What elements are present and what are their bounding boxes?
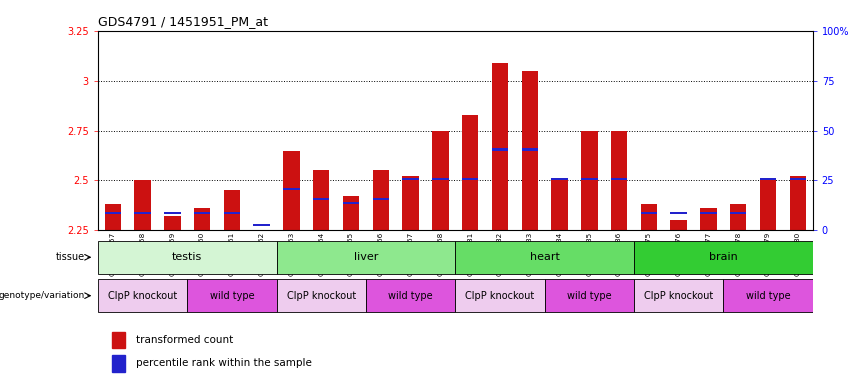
Text: ClpP knockout: ClpP knockout	[644, 291, 713, 301]
Bar	[455, 279, 545, 312]
Text: tissue: tissue	[56, 252, 85, 262]
Text: wild type: wild type	[567, 291, 612, 301]
Text: transformed count: transformed count	[136, 335, 233, 346]
Bar	[187, 279, 277, 312]
Bar	[313, 170, 329, 230]
Bar	[545, 279, 634, 312]
Bar	[283, 151, 300, 230]
Bar	[277, 279, 366, 312]
Text: wild type: wild type	[388, 291, 433, 301]
Bar	[671, 220, 687, 230]
Bar	[634, 279, 723, 312]
Bar	[522, 71, 538, 230]
Text: wild type: wild type	[209, 291, 254, 301]
Bar	[98, 279, 187, 312]
Bar	[366, 279, 455, 312]
Bar	[112, 356, 125, 372]
Bar	[760, 180, 776, 230]
Bar	[98, 241, 277, 274]
Bar	[462, 114, 478, 230]
Text: ClpP knockout: ClpP knockout	[287, 291, 356, 301]
Bar	[277, 241, 455, 274]
Bar	[194, 212, 210, 214]
Bar	[403, 177, 419, 230]
Bar	[551, 178, 568, 180]
Bar	[790, 177, 806, 230]
Bar	[551, 179, 568, 230]
Bar	[634, 241, 813, 274]
Bar	[224, 212, 240, 214]
Bar	[343, 202, 359, 204]
Bar	[254, 224, 270, 227]
Text: brain: brain	[709, 252, 738, 262]
Bar	[641, 204, 657, 230]
Bar	[283, 188, 300, 190]
Bar	[723, 279, 813, 312]
Bar	[313, 198, 329, 200]
Bar	[373, 170, 389, 230]
Bar	[760, 178, 776, 180]
Bar	[432, 178, 448, 180]
Text: GDS4791 / 1451951_PM_at: GDS4791 / 1451951_PM_at	[98, 15, 268, 28]
Bar	[492, 148, 508, 151]
Bar	[432, 131, 448, 230]
Text: genotype/variation: genotype/variation	[0, 291, 85, 300]
Bar	[224, 190, 240, 230]
Bar	[373, 198, 389, 200]
Bar	[700, 212, 717, 214]
Bar	[790, 178, 806, 180]
Bar	[194, 209, 210, 230]
Bar	[403, 178, 419, 180]
Bar	[455, 241, 634, 274]
Bar	[105, 212, 121, 214]
Bar	[343, 197, 359, 230]
Bar	[134, 180, 151, 230]
Bar	[105, 204, 121, 230]
Text: ClpP knockout: ClpP knockout	[465, 291, 534, 301]
Bar	[164, 217, 180, 230]
Bar	[522, 148, 538, 151]
Text: wild type: wild type	[745, 291, 791, 301]
Text: percentile rank within the sample: percentile rank within the sample	[136, 358, 311, 369]
Text: ClpP knockout: ClpP knockout	[108, 291, 177, 301]
Bar	[671, 212, 687, 214]
Bar	[611, 178, 627, 180]
Bar	[492, 63, 508, 230]
Bar	[611, 131, 627, 230]
Bar	[730, 204, 746, 230]
Bar	[700, 209, 717, 230]
Bar	[164, 212, 180, 214]
Bar	[462, 178, 478, 180]
Text: liver: liver	[354, 252, 378, 262]
Bar	[581, 178, 597, 180]
Bar	[581, 131, 597, 230]
Bar	[730, 212, 746, 214]
Bar	[112, 333, 125, 349]
Text: testis: testis	[172, 252, 203, 262]
Text: heart: heart	[529, 252, 560, 262]
Bar	[134, 212, 151, 214]
Bar	[641, 212, 657, 214]
